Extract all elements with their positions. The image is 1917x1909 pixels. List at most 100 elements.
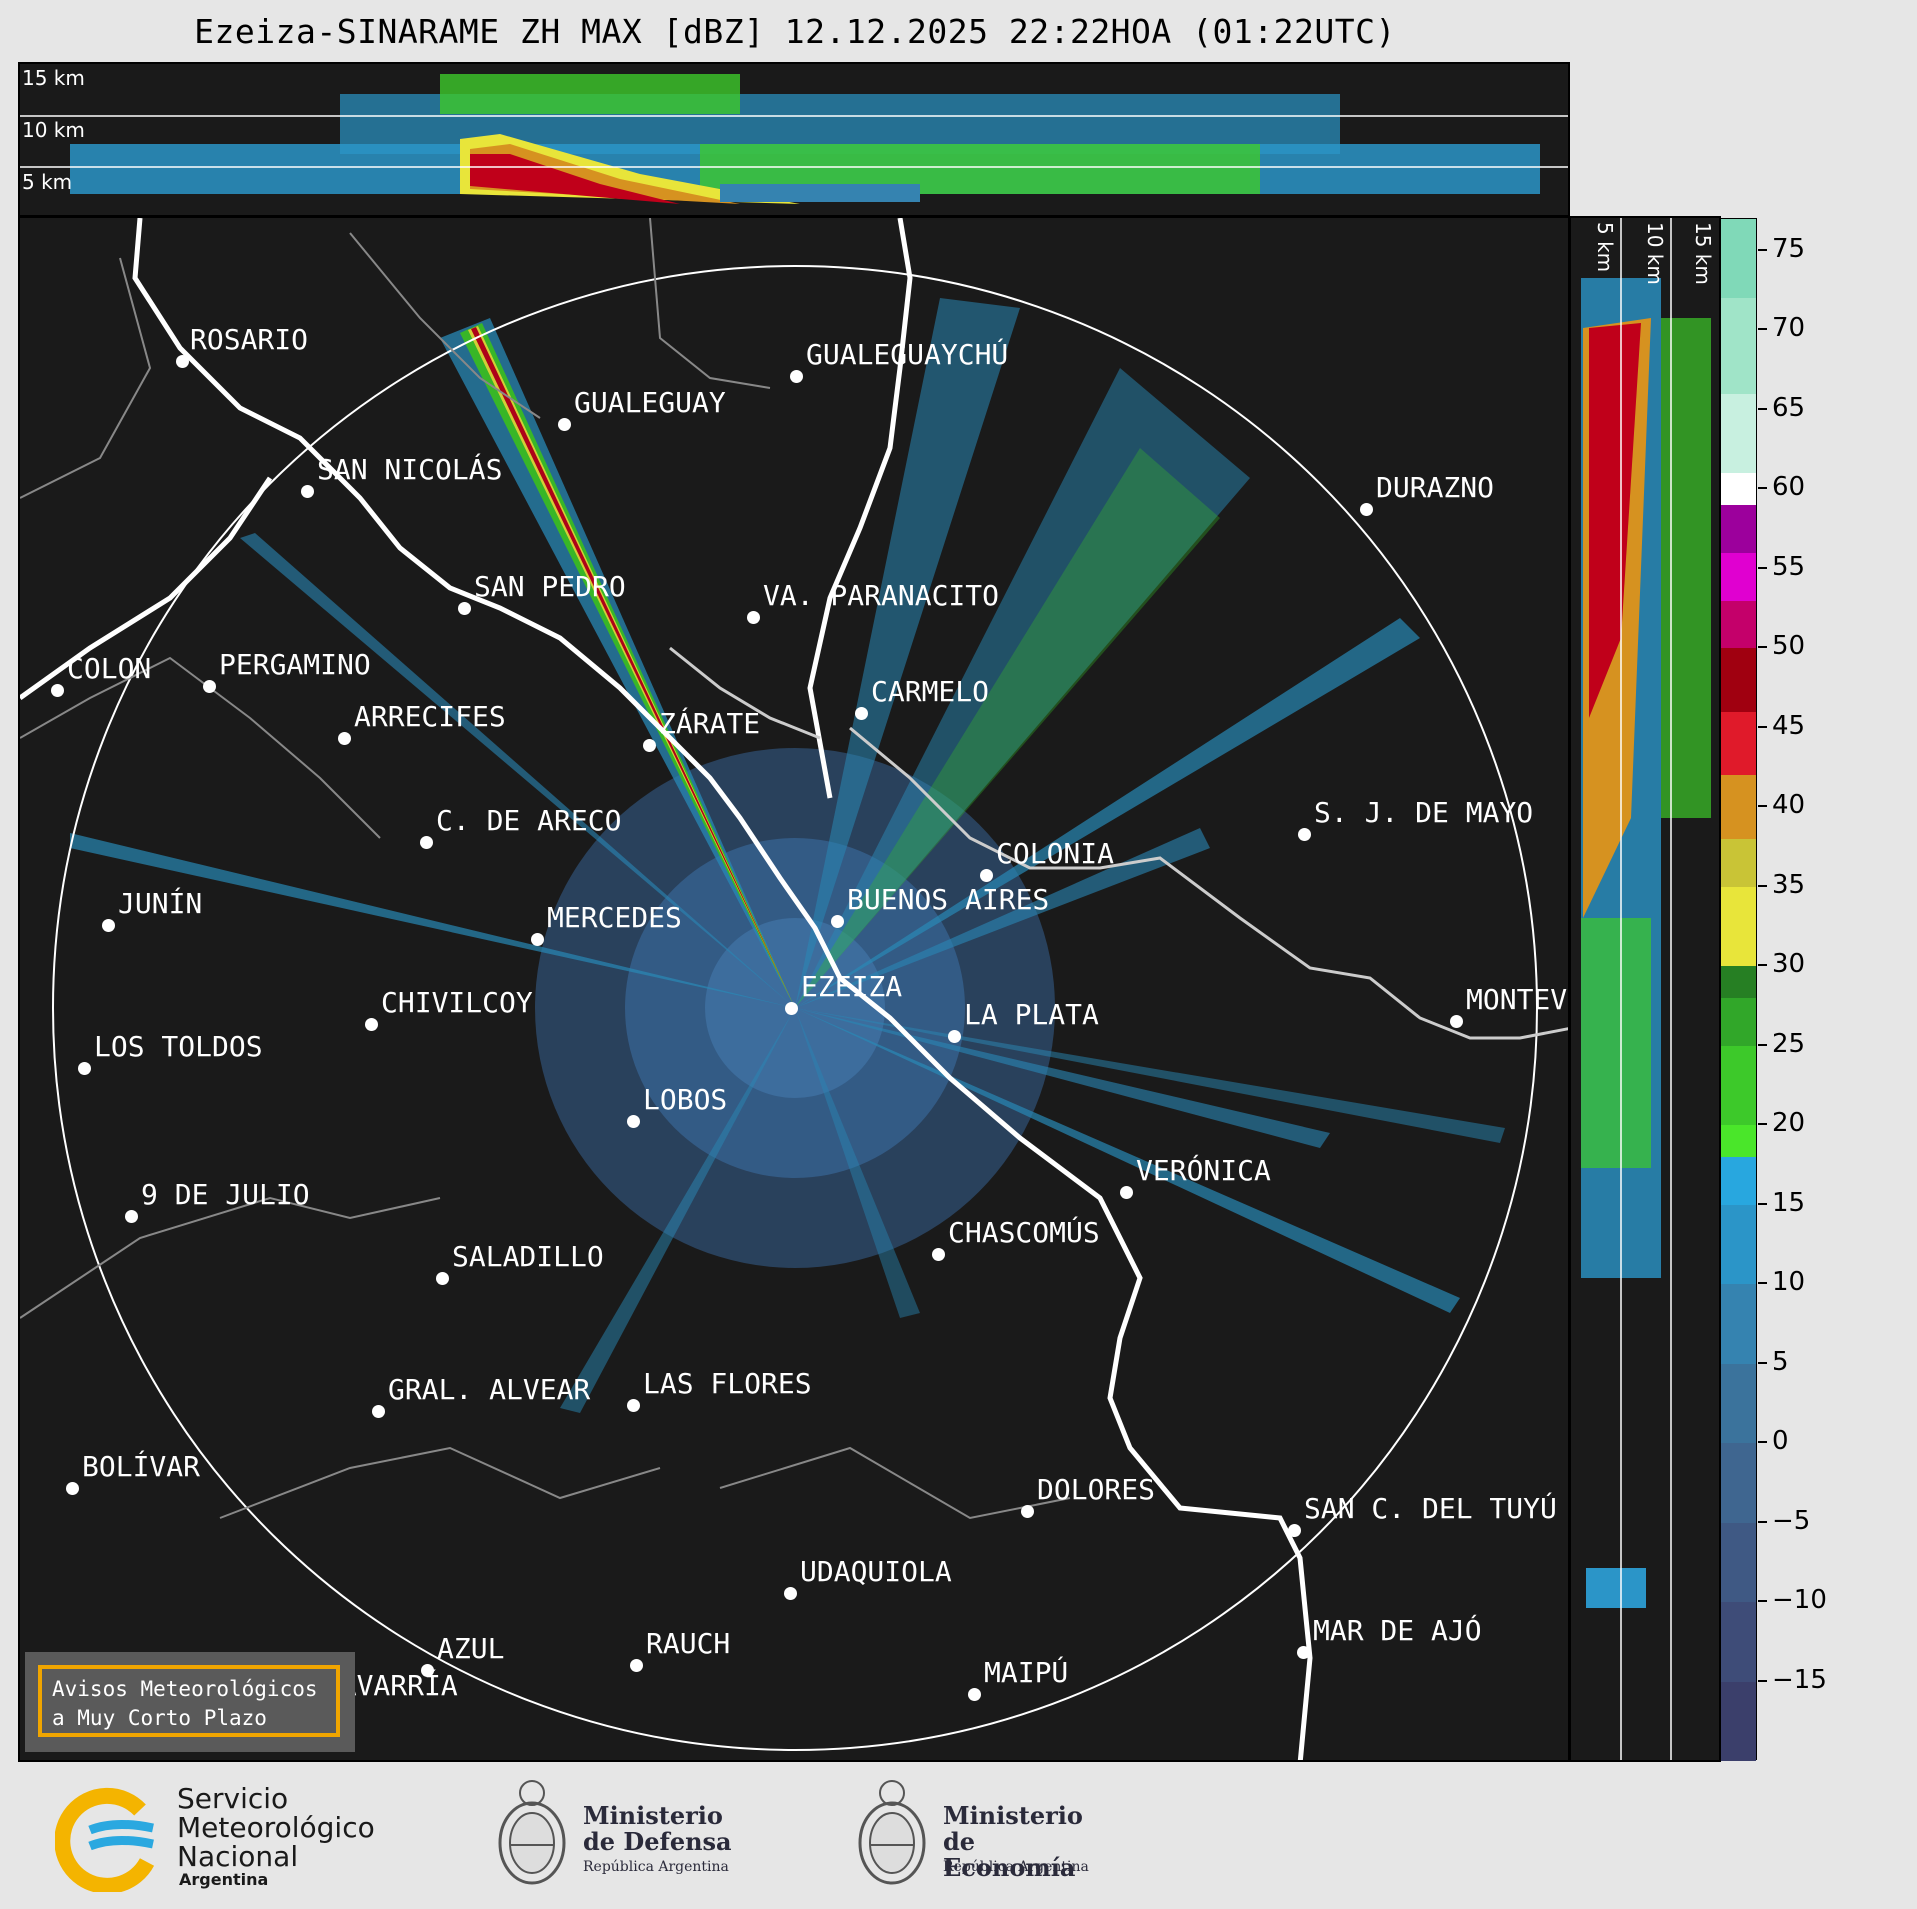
colorbar-band	[1721, 886, 1756, 967]
top-cross-section-panel: 15 km 10 km 5 km	[18, 62, 1570, 217]
colorbar-band	[1721, 1363, 1756, 1444]
colorbar-band	[1721, 1284, 1756, 1364]
colorbar-tick-label: 55	[1772, 551, 1806, 582]
colorbar-tick-label: −15	[1772, 1664, 1827, 1695]
colorbar-tick-label: 5	[1772, 1346, 1789, 1377]
colorbar-band	[1721, 1681, 1756, 1761]
city-label: SAN PEDRO	[474, 570, 626, 603]
colorbar-band	[1721, 393, 1756, 474]
colorbar-tick	[1758, 1679, 1767, 1682]
city-dot	[1120, 1186, 1133, 1199]
colorbar-band	[1721, 1522, 1756, 1603]
city-label: UDAQUIOLA	[800, 1555, 952, 1588]
colorbar-band	[1721, 711, 1756, 776]
colorbar-tick	[1758, 566, 1767, 569]
city-label: 9 DE JULIO	[141, 1178, 310, 1211]
colorbar-tick-label: 60	[1772, 472, 1806, 503]
city-dot	[968, 1688, 981, 1701]
colorbar-band	[1721, 1045, 1756, 1126]
coastline	[20, 218, 1313, 1760]
city-dot	[421, 1664, 434, 1677]
city-label: MAIPÚ	[984, 1656, 1069, 1689]
defensa-name: Ministerio de Defensa	[583, 1801, 732, 1856]
colorbar-tick	[1758, 1043, 1767, 1046]
city-label: EZEIZA	[801, 970, 903, 1003]
smn-logo: Servicio Meteorológico Nacional Argentin…	[55, 1782, 395, 1892]
city-label: MAR DE AJÓ	[1313, 1614, 1482, 1647]
city-dot	[643, 739, 656, 752]
city-label: RAUCH	[646, 1627, 731, 1660]
warning-line-2: a Muy Corto Plazo	[52, 1706, 267, 1730]
colorbar-tick-label: 30	[1772, 949, 1806, 980]
radar-map-panel[interactable]: ROSARIO GUALEGUAYCHÚ GUALEGUAY SAN NICOL…	[18, 216, 1570, 1762]
city-label: CHIVILCOY	[381, 986, 533, 1019]
colorbar-tick	[1758, 487, 1767, 490]
city-dot	[458, 602, 471, 615]
city-dot	[102, 919, 115, 932]
colorbar-tick-label: 65	[1772, 392, 1806, 423]
colorbar-band	[1721, 1156, 1756, 1205]
colorbar-tick	[1758, 884, 1767, 887]
city-label: LOS TOLDOS	[94, 1030, 263, 1063]
city-label: DOLORES	[1037, 1473, 1156, 1506]
city-label: PERGAMINO	[219, 648, 371, 681]
city-label: CHASCOMÚS	[948, 1216, 1100, 1249]
city-label: VA. PARANACITO	[763, 579, 1000, 612]
height-label-15km: 15 km	[22, 66, 85, 90]
colorbar-tick-label: 50	[1772, 631, 1806, 662]
city-label: LAS FLORES	[643, 1367, 812, 1400]
colorbar-tick	[1758, 1282, 1767, 1285]
city-label: CARMELO	[871, 675, 990, 708]
defensa-logo: Ministerio de Defensa República Argentin…	[495, 1775, 755, 1900]
city-label: BOLÍVAR	[82, 1450, 201, 1483]
colorbar-tick	[1758, 407, 1767, 410]
colorbar-band	[1721, 552, 1756, 601]
city-label: SAN C. DEL TUYÚ	[1304, 1492, 1557, 1525]
city-dot	[1450, 1015, 1463, 1028]
colorbar-band	[1721, 1443, 1756, 1523]
colorbar-tick-label: −10	[1772, 1585, 1827, 1616]
colorbar-tick	[1758, 964, 1767, 967]
colorbar-tick-label: 75	[1772, 233, 1806, 264]
smn-emblem-icon	[55, 1787, 155, 1892]
colorbar-tick	[1758, 1520, 1767, 1523]
colorbar-tick	[1758, 1600, 1767, 1603]
city-dot	[784, 1587, 797, 1600]
colorbar-band	[1721, 648, 1756, 712]
city-dot	[790, 370, 803, 383]
city-dot	[125, 1210, 138, 1223]
warning-button[interactable]: Avisos Meteorológicos a Muy Corto Plazo	[38, 1665, 340, 1737]
city-dot	[531, 933, 544, 946]
colorbar-tick	[1758, 805, 1767, 808]
city-dot	[627, 1115, 640, 1128]
colorbar-band	[1721, 505, 1756, 553]
colorbar-band	[1721, 1204, 1756, 1285]
city-dot	[1297, 1646, 1310, 1659]
city-label: JUNÍN	[118, 887, 203, 920]
colorbar-tick-label: 25	[1772, 1028, 1806, 1059]
city-dot	[932, 1248, 945, 1261]
city-dot	[1288, 1524, 1301, 1537]
city-dot	[78, 1062, 91, 1075]
height-label-5km: 5 km	[22, 170, 73, 194]
city-dot	[630, 1659, 643, 1672]
city-dot	[855, 707, 868, 720]
colorbar-tick-label: −5	[1772, 1505, 1811, 1536]
city-label: VERÓNICA	[1136, 1154, 1271, 1187]
city-label: LOBOS	[643, 1083, 728, 1116]
smn-country: Argentina	[179, 1870, 269, 1889]
range-ring	[52, 265, 1538, 1751]
defensa-country: República Argentina	[583, 1859, 729, 1875]
colorbar-tick	[1758, 328, 1767, 331]
city-label: GRAL. ALVEAR	[388, 1373, 591, 1406]
colorbar-band	[1721, 473, 1756, 506]
city-dot	[203, 680, 216, 693]
colorbar-tick	[1758, 1361, 1767, 1364]
city-dot	[1021, 1505, 1034, 1518]
colorbar-band	[1721, 1602, 1756, 1682]
economia-logo: Ministerio de Economía República Argenti…	[855, 1775, 1115, 1900]
city-dot	[747, 611, 760, 624]
city-dot	[338, 732, 351, 745]
page-title: Ezeiza-SINARAME ZH MAX [dBZ] 12.12.2025 …	[194, 12, 1396, 51]
colorbar-tick-label: 35	[1772, 869, 1806, 900]
